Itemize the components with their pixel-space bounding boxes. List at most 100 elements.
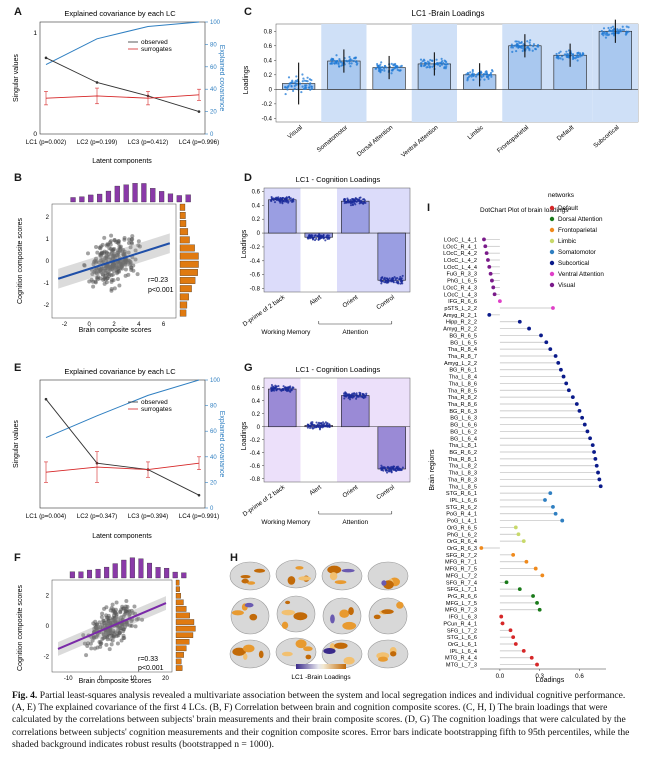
panel-e-ylabel-right: Explained covariance — [218, 411, 225, 478]
bootstrap-point — [389, 470, 393, 473]
y-tick-label: 0.6 — [252, 189, 261, 195]
marginal-histogram-bar — [78, 571, 84, 579]
bar — [341, 395, 370, 428]
region-point — [291, 89, 295, 93]
subject-point — [130, 234, 135, 239]
region-point — [607, 33, 611, 36]
region-point — [571, 53, 574, 56]
region-label: MTG_R_4_4 — [445, 656, 477, 662]
bootstrap-point — [309, 426, 312, 430]
x-tick-label: D-prime of 2 back — [242, 293, 287, 328]
bootstrap-point — [348, 396, 351, 399]
bootstrap-point — [384, 280, 387, 284]
region-label: LOcC_L_4_4 — [444, 265, 477, 271]
region-point — [338, 65, 341, 68]
y-tick-label: -0.4 — [250, 259, 261, 265]
bootstrap-point — [279, 198, 282, 201]
region-label: SFG_L_7_2 — [447, 628, 477, 634]
region-dot — [527, 326, 531, 331]
region-point — [420, 64, 423, 67]
bootstrap-point — [400, 277, 403, 280]
bootstrap-point — [388, 470, 391, 473]
subject-point — [136, 243, 141, 248]
region-label: BG_R_6_5 — [449, 333, 477, 339]
subject-point — [114, 271, 119, 276]
region-point — [510, 43, 513, 46]
bootstrap-point — [318, 426, 321, 429]
marginal-histogram-bar — [175, 619, 195, 625]
region-point — [536, 43, 540, 47]
y-tick-label: 0.4 — [252, 399, 261, 405]
x-tick-label: LC3 (p=0.412) — [128, 139, 168, 146]
region-point — [470, 75, 473, 78]
panel-a-title: Explained covariance by each LC — [64, 9, 176, 18]
region-label: LOcC_L_4_2 — [444, 258, 477, 264]
panel-h-colorbar — [296, 664, 346, 669]
panel-f-stat-p: p<0.001 — [138, 665, 164, 672]
region-point — [333, 61, 336, 65]
marginal-histogram-bar — [129, 557, 135, 579]
region-point — [341, 63, 344, 67]
marginal-histogram-bar — [123, 184, 129, 203]
bootstrap-point — [395, 469, 398, 472]
region-point — [482, 73, 485, 76]
region-point — [627, 26, 630, 29]
marginal-histogram-bar — [176, 195, 182, 203]
loading-blob — [295, 639, 307, 649]
bootstrap-point — [313, 234, 317, 237]
subject-point — [118, 244, 123, 249]
subject-point — [91, 621, 96, 626]
region-dot — [582, 422, 587, 427]
region-point — [310, 85, 314, 88]
marginal-histogram-bar — [105, 190, 112, 203]
bootstrap-point — [316, 235, 319, 238]
region-dot — [594, 463, 599, 468]
bootstrap-point — [270, 198, 273, 202]
region-point — [446, 62, 449, 66]
region-point — [425, 66, 428, 69]
region-dot — [504, 580, 509, 585]
x-tick-label: 0 — [88, 322, 92, 328]
bar — [377, 232, 406, 281]
loading-blob — [323, 647, 336, 654]
subject-point — [81, 633, 86, 638]
bootstrap-point — [359, 391, 362, 395]
y-tick-label: 2 — [46, 215, 50, 221]
x-tick-label: LC1 (p=0.004) — [26, 513, 66, 520]
region-point — [306, 76, 309, 79]
subject-point — [95, 277, 100, 282]
bootstrap-point — [365, 392, 368, 395]
bootstrap-point — [311, 238, 314, 241]
bootstrap-point — [287, 388, 290, 392]
bootstrap-point — [349, 396, 352, 399]
bootstrap-point — [270, 195, 273, 199]
region-dot — [535, 600, 539, 605]
region-point — [510, 45, 513, 48]
loading-blob — [281, 651, 293, 657]
x-tick-label: 10 — [130, 676, 137, 682]
region-point — [294, 79, 297, 82]
bootstrap-point — [354, 203, 357, 206]
region-point — [348, 62, 351, 65]
loading-blob — [258, 650, 264, 659]
bootstrap-point — [326, 422, 329, 425]
region-point — [348, 55, 351, 59]
bootstrap-point — [325, 424, 328, 428]
y-tick-label: -0.2 — [250, 438, 261, 444]
region-point — [425, 62, 428, 65]
region-point — [557, 57, 560, 60]
subject-point — [105, 635, 110, 640]
subject-point — [133, 257, 138, 262]
loading-blob — [285, 600, 291, 605]
loading-blob — [341, 568, 355, 573]
region-point — [440, 57, 443, 60]
region-dot — [598, 484, 603, 489]
region-label: BG_L_6_5 — [450, 340, 477, 346]
bootstrap-point — [277, 198, 280, 201]
region-point — [479, 70, 482, 73]
panel-label-f: F — [14, 552, 21, 564]
right-tick-label: 60 — [210, 65, 217, 71]
region-label: BG_L_6_4 — [450, 436, 477, 442]
region-point — [474, 75, 478, 78]
subject-point — [111, 634, 116, 639]
